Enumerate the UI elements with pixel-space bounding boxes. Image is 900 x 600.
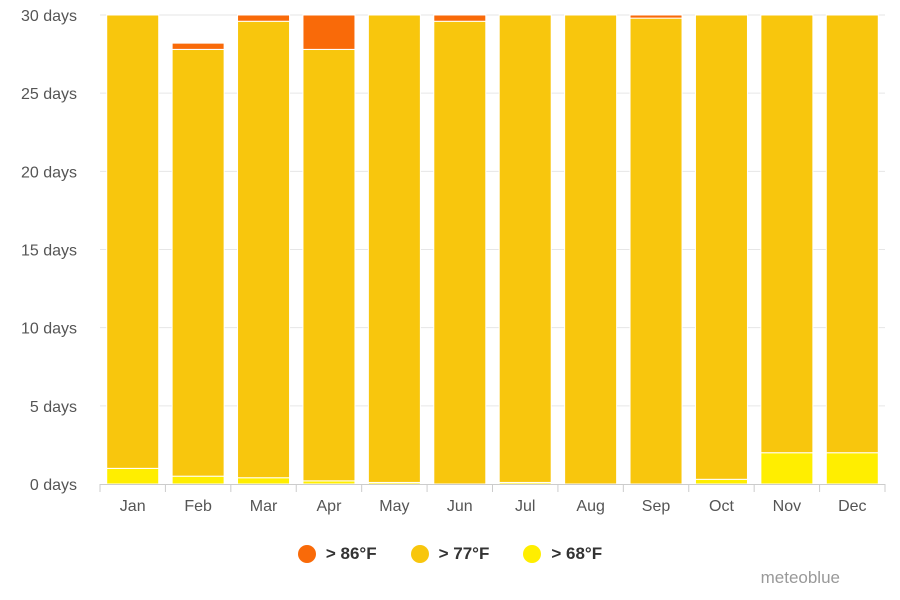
bar-segment-feb-0[interactable] xyxy=(171,475,225,485)
bar-segment-jul-1[interactable] xyxy=(498,14,552,483)
y-tick-label: 25 days xyxy=(21,86,77,103)
bar-segment-mar-0[interactable] xyxy=(237,477,291,485)
bar-segment-feb-1[interactable] xyxy=(171,48,225,477)
bar-segment-mar-2[interactable] xyxy=(237,14,291,22)
x-tick-label: Apr xyxy=(317,498,343,515)
chart: 0 days 5 days 10 days 15 days 20 days 25 days… xyxy=(21,8,886,515)
legend-label-68f: > 68°F xyxy=(551,544,603,563)
x-tick-label: Jul xyxy=(515,498,535,515)
bar-segment-sep-1[interactable] xyxy=(629,17,683,485)
y-tick-label: 30 days xyxy=(21,8,77,25)
x-tick-label: Jan xyxy=(120,498,146,515)
x-tick-label: Mar xyxy=(250,498,278,515)
y-tick-label: 5 days xyxy=(30,399,77,416)
legend: > 86°F > 77°F > 68°F xyxy=(0,541,900,567)
y-tick-label: 15 days xyxy=(21,243,77,260)
x-tick-label: Aug xyxy=(576,498,604,515)
x-tick-label: May xyxy=(379,498,409,515)
credit-text[interactable]: meteoblue xyxy=(760,568,840,587)
gridlines xyxy=(100,14,885,407)
bar-segment-apr-1[interactable] xyxy=(302,48,356,482)
x-tick-label: Nov xyxy=(773,498,801,515)
legend-item-86f[interactable]: > 86°F xyxy=(297,541,377,567)
bar-segment-jun-1[interactable] xyxy=(433,20,487,485)
bar-segment-dec-1[interactable] xyxy=(825,14,879,454)
bar-segment-jan-0[interactable] xyxy=(106,467,160,485)
bar-segment-nov-1[interactable] xyxy=(760,14,814,454)
bar-segment-apr-2[interactable] xyxy=(302,14,356,50)
legend-marker-86f xyxy=(297,545,316,563)
bar-segment-feb-2[interactable] xyxy=(171,42,225,50)
legend-marker-77f xyxy=(410,545,429,563)
x-tick-label: Jun xyxy=(447,498,473,515)
y-tick-label: 10 days xyxy=(21,321,77,338)
x-tick-label: Oct xyxy=(709,498,734,515)
x-tick-label: Sep xyxy=(642,498,671,515)
bar-segment-may-1[interactable] xyxy=(367,14,421,483)
x-axis: Jan Feb Mar Apr May Jun Jul Aug Sep Oct Nov Dec xyxy=(99,484,886,515)
legend-label-86f: > 86°F xyxy=(325,544,377,563)
legend-label-77f: > 77°F xyxy=(438,544,490,563)
x-tick-label: Dec xyxy=(838,498,866,515)
y-tick-label: 20 days xyxy=(21,164,77,181)
bar-segment-oct-0[interactable] xyxy=(694,478,748,485)
bar-segment-jun-2[interactable] xyxy=(433,14,487,22)
y-axis: 0 days 5 days 10 days 15 days 20 days 25 days… xyxy=(21,8,77,494)
y-tick-label: 0 days xyxy=(30,477,77,494)
bar-segment-aug-1[interactable] xyxy=(564,14,618,485)
x-tick-label: Feb xyxy=(184,498,212,515)
bars xyxy=(106,14,879,485)
bar-segment-jan-1[interactable] xyxy=(106,14,160,469)
bar-segment-mar-1[interactable] xyxy=(237,20,291,479)
bar-segment-dec-0[interactable] xyxy=(825,452,879,485)
bar-segment-oct-1[interactable] xyxy=(694,14,748,480)
legend-marker-68f xyxy=(523,545,542,563)
legend-item-68f[interactable]: > 68°F xyxy=(523,541,602,567)
bar-segment-nov-0[interactable] xyxy=(760,452,814,485)
bar-segment-sep-2[interactable] xyxy=(629,14,683,19)
legend-item-77f[interactable]: > 77°F xyxy=(410,541,490,567)
